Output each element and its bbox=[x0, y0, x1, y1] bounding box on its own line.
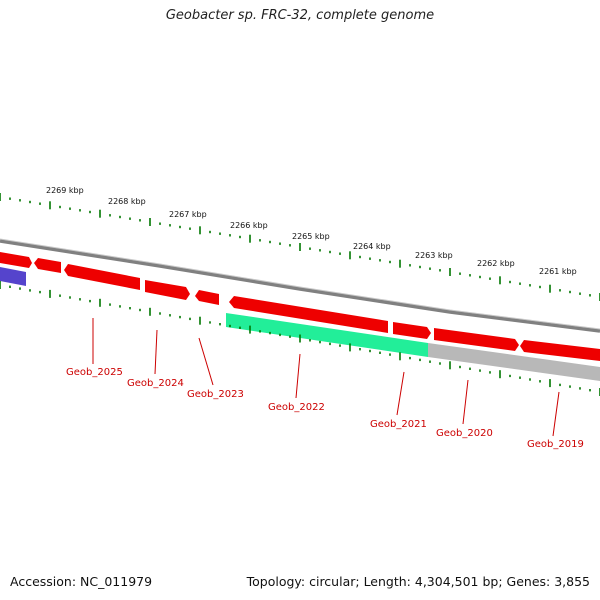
gene-label: Geob_2021 bbox=[370, 419, 427, 430]
kbp-label: 2268 kbp bbox=[108, 197, 146, 206]
kbp-label: 2263 kbp bbox=[415, 251, 453, 260]
diagram-title: Geobacter sp. FRC-32, complete genome bbox=[165, 8, 435, 23]
topology-text: Topology: circular bbox=[246, 574, 356, 589]
genome-backbone-highlight bbox=[0, 238, 600, 330]
gene-label: Geob_2025 bbox=[66, 367, 123, 378]
gene-arrow bbox=[34, 258, 61, 273]
gene-arrow bbox=[229, 296, 388, 333]
outer-tick-row bbox=[0, 193, 600, 301]
blue-feature bbox=[0, 267, 26, 286]
green-cds bbox=[226, 313, 428, 357]
gene-label: Geob_2019 bbox=[527, 439, 584, 450]
genome-backbone bbox=[0, 239, 600, 333]
kbp-labels: 2269 kbp 2268 kbp 2267 kbp 2266 kbp 2265… bbox=[46, 186, 577, 276]
gene-label: Geob_2022 bbox=[268, 402, 325, 413]
gene-label: Geob_2020 bbox=[436, 428, 493, 439]
accession-text: Accession: NC_011979 bbox=[10, 574, 153, 589]
kbp-label: 2269 kbp bbox=[46, 186, 84, 195]
gene-label: Geob_2023 bbox=[187, 389, 244, 400]
genome-summary: Topology: circularLength: 4,304,501 bpGe… bbox=[247, 574, 590, 589]
gene-leaders bbox=[92, 318, 560, 437]
gray-feature bbox=[428, 343, 600, 381]
gene-arrow bbox=[195, 290, 219, 305]
gene-arrow bbox=[0, 252, 32, 268]
genes-count-text: Genes: 3,855 bbox=[498, 574, 590, 589]
reverse-strand-features bbox=[0, 267, 600, 381]
kbp-label: 2266 kbp bbox=[230, 221, 268, 230]
gene-arrow bbox=[520, 340, 600, 361]
kbp-label: 2265 kbp bbox=[292, 232, 330, 241]
length-text: Length: 4,304,501 bp bbox=[355, 574, 498, 589]
kbp-label: 2262 kbp bbox=[477, 259, 515, 268]
gene-label: Geob_2024 bbox=[127, 378, 184, 389]
forward-strand-genes bbox=[0, 252, 600, 361]
kbp-label: 2261 kbp bbox=[539, 267, 577, 276]
kbp-label: 2264 kbp bbox=[353, 242, 391, 251]
gene-arrow bbox=[434, 328, 519, 351]
gene-labels: Geob_2025 Geob_2024 Geob_2023 Geob_2022 … bbox=[66, 367, 584, 450]
gene-arrow bbox=[64, 264, 140, 290]
gene-arrow bbox=[145, 280, 190, 300]
gene-arrow bbox=[393, 322, 431, 339]
kbp-label: 2267 kbp bbox=[169, 210, 207, 219]
inner-tick-row bbox=[0, 281, 600, 396]
